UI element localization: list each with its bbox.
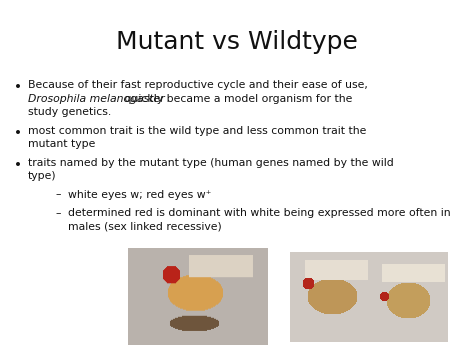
Text: •: • bbox=[14, 158, 22, 171]
Text: Because of their fast reproductive cycle and their ease of use,: Because of their fast reproductive cycle… bbox=[28, 80, 368, 90]
Text: mutant type: mutant type bbox=[28, 139, 95, 149]
Text: •: • bbox=[14, 126, 22, 140]
Text: study genetics.: study genetics. bbox=[28, 107, 111, 117]
Text: white eyes w; red eyes w⁺: white eyes w; red eyes w⁺ bbox=[68, 190, 211, 200]
Text: Mutant vs Wildtype: Mutant vs Wildtype bbox=[116, 30, 358, 54]
Text: determined red is dominant with white being expressed more often in: determined red is dominant with white be… bbox=[68, 208, 451, 218]
Text: most common trait is the wild type and less common trait the: most common trait is the wild type and l… bbox=[28, 126, 366, 136]
Text: quickly became a model organism for the: quickly became a model organism for the bbox=[121, 93, 353, 104]
Text: type): type) bbox=[28, 171, 56, 181]
Text: •: • bbox=[14, 80, 22, 94]
Text: males (sex linked recessive): males (sex linked recessive) bbox=[68, 222, 222, 231]
Text: Drosophila melanogaster: Drosophila melanogaster bbox=[28, 93, 165, 104]
Text: –: – bbox=[55, 208, 61, 218]
Text: traits named by the mutant type (human genes named by the wild: traits named by the mutant type (human g… bbox=[28, 158, 394, 168]
Text: –: – bbox=[55, 190, 61, 200]
